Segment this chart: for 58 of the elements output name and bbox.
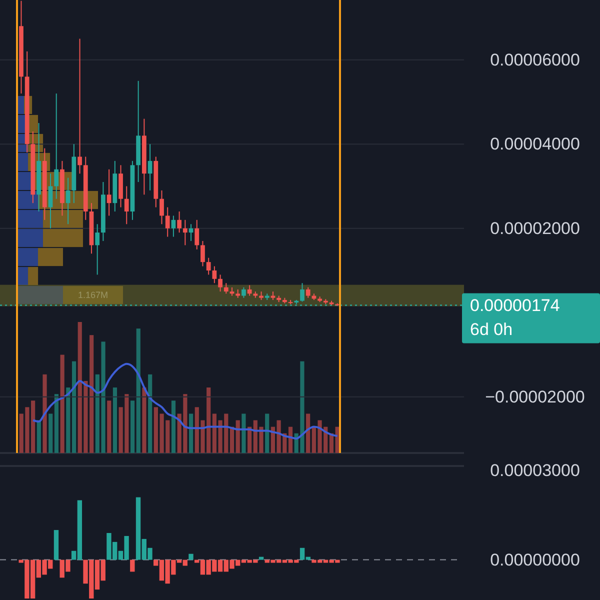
bar bbox=[130, 560, 135, 572]
candlestick bbox=[200, 240, 205, 267]
candlestick bbox=[212, 266, 217, 284]
candlestick bbox=[242, 286, 246, 298]
bar bbox=[54, 394, 59, 453]
candlestick bbox=[54, 93, 59, 200]
bar bbox=[54, 530, 59, 560]
text: 6d 0h bbox=[470, 320, 513, 340]
candlestick bbox=[300, 282, 304, 302]
candlestick bbox=[177, 210, 182, 234]
bar bbox=[48, 414, 53, 453]
candlestick bbox=[206, 257, 211, 276]
bar bbox=[188, 554, 194, 560]
bar bbox=[265, 414, 270, 453]
candlestick bbox=[247, 284, 252, 296]
candlestick bbox=[106, 168, 112, 216]
bar bbox=[42, 374, 47, 453]
candlestick bbox=[48, 173, 53, 229]
candlestick bbox=[160, 190, 164, 225]
candlestick bbox=[218, 274, 222, 292]
candlestick bbox=[78, 38, 82, 174]
bar bbox=[230, 426, 234, 453]
candlestick bbox=[171, 215, 176, 238]
candlestick bbox=[306, 286, 310, 298]
bar bbox=[36, 420, 41, 453]
candlestick bbox=[124, 186, 129, 225]
y-tick-label: 0.00003000 bbox=[490, 460, 580, 480]
bar bbox=[28, 266, 38, 286]
y-tick-label: 0.00004000 bbox=[490, 134, 580, 154]
candlestick bbox=[66, 177, 70, 225]
bar bbox=[188, 414, 194, 453]
bar bbox=[107, 400, 112, 453]
bar bbox=[72, 361, 76, 453]
bar bbox=[171, 400, 176, 453]
ref-line-label: 0.00000174 bbox=[470, 296, 560, 316]
bar bbox=[148, 374, 152, 453]
bar bbox=[130, 400, 135, 453]
candlestick bbox=[148, 144, 152, 191]
y-tick-label: 0.00000000 bbox=[490, 550, 580, 570]
candlestick bbox=[182, 219, 188, 246]
candlestick bbox=[224, 282, 228, 294]
bar bbox=[242, 414, 246, 453]
bar bbox=[142, 388, 146, 453]
y-tick-label: 0.00002000 bbox=[490, 218, 580, 238]
candlestick bbox=[165, 206, 170, 238]
bar bbox=[306, 414, 310, 453]
bar bbox=[136, 328, 140, 453]
data-label: 1.167M bbox=[78, 290, 108, 300]
bar bbox=[112, 388, 118, 453]
y-tick-label: −0.00002000 bbox=[485, 387, 585, 406]
candlestick bbox=[194, 219, 200, 250]
y-tick-label: 0.00006000 bbox=[490, 50, 580, 70]
bar bbox=[62, 286, 123, 304]
bar bbox=[258, 556, 264, 560]
bar bbox=[60, 354, 64, 453]
candlestick bbox=[95, 224, 100, 276]
bar bbox=[66, 388, 70, 453]
bar bbox=[236, 420, 240, 453]
